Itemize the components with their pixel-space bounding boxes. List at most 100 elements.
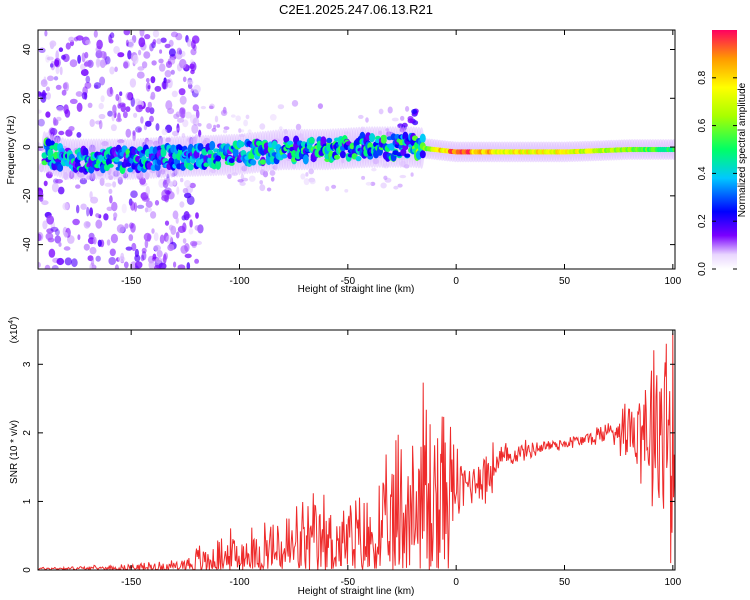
noise-blob <box>194 225 200 231</box>
noise-blob <box>110 233 118 244</box>
noise-blob <box>109 66 115 75</box>
noise-blob <box>38 91 42 97</box>
noise-blob <box>55 64 60 75</box>
colorbar-tick-label: 0.8 <box>697 70 708 84</box>
spectrogram-ytick-label: 0 <box>22 144 33 150</box>
noise-blob <box>180 50 186 57</box>
noise-blob <box>192 104 199 112</box>
noise-blob <box>48 248 56 258</box>
noise-blob <box>150 91 156 100</box>
noise-blob <box>259 180 264 185</box>
band-cell <box>419 133 426 143</box>
noise-blob <box>141 251 147 261</box>
noise-blob <box>303 178 310 186</box>
noise-blob <box>50 226 59 232</box>
noise-blob <box>200 105 206 110</box>
noise-blob <box>164 187 172 195</box>
spectrogram-panel: -150 -100 -50 0 50 100 40 20 0 -20 -40 Height of s… <box>6 29 682 295</box>
noise-blob <box>89 119 95 127</box>
noise-blob <box>138 104 143 110</box>
spectrogram-xtick-label: -50 <box>341 276 356 287</box>
band-cell <box>369 133 376 143</box>
band-cell <box>209 140 216 151</box>
noise-blob <box>106 206 113 211</box>
noise-blob <box>54 235 62 244</box>
snr-ytick-label: 3 <box>22 361 33 367</box>
noise-blob <box>270 176 275 182</box>
band-cell <box>419 150 426 159</box>
band-cell <box>402 144 409 151</box>
noise-blob <box>180 177 184 183</box>
noise-blob <box>300 173 306 180</box>
spectrogram-ytick-label: -20 <box>22 188 33 203</box>
noise-blob <box>83 221 91 229</box>
noise-blob <box>154 264 161 269</box>
noise-blob <box>378 108 384 115</box>
noise-blob <box>111 201 118 212</box>
noise-blob <box>85 39 91 45</box>
noise-blob <box>309 179 316 185</box>
noise-blob <box>75 91 83 97</box>
band-cell <box>88 165 95 174</box>
noise-blob <box>177 264 186 269</box>
band-cell <box>388 143 395 151</box>
noise-blob <box>98 113 106 120</box>
noise-blob <box>120 252 125 261</box>
noise-blob <box>44 264 51 269</box>
noise-blob <box>114 264 119 269</box>
noise-blob <box>72 218 80 226</box>
noise-blob <box>186 79 194 85</box>
noise-blob <box>145 78 150 83</box>
noise-blob <box>140 116 144 124</box>
noise-blob <box>222 106 227 114</box>
noise-blob <box>55 179 63 184</box>
snr-xtick-label: -100 <box>229 577 249 588</box>
noise-blob <box>81 92 88 100</box>
noise-blob <box>39 196 44 202</box>
spectrogram-marks <box>38 30 675 269</box>
noise-blob <box>130 201 136 211</box>
band-cell <box>320 136 327 146</box>
noise-blob <box>279 126 283 131</box>
noise-blob <box>138 37 146 48</box>
noise-blob <box>170 225 177 235</box>
noise-blob <box>95 255 101 262</box>
spectrogram-ylabel: Frequency (Hz) <box>6 116 17 185</box>
noise-blob <box>291 100 299 107</box>
noise-blob <box>125 128 132 138</box>
noise-blob <box>85 75 91 84</box>
noise-blob <box>115 117 122 123</box>
noise-blob <box>108 257 116 265</box>
band-cell <box>160 147 167 158</box>
noise-blob <box>331 184 337 189</box>
noise-blob <box>239 181 246 186</box>
noise-blob <box>38 47 46 53</box>
noise-blob <box>71 258 78 268</box>
noise-blob <box>133 112 138 118</box>
noise-blob <box>194 258 200 264</box>
band-cell <box>82 147 89 158</box>
noise-blob <box>170 69 175 75</box>
noise-blob <box>54 58 60 67</box>
noise-blob <box>64 232 68 238</box>
noise-blob <box>55 116 62 122</box>
noise-blob <box>175 231 180 239</box>
noise-blob <box>211 127 217 132</box>
noise-blob <box>191 39 196 50</box>
noise-blob <box>206 123 212 130</box>
band-cell <box>404 153 411 158</box>
noise-blob <box>56 257 65 266</box>
noise-blob <box>40 79 48 88</box>
noise-blob <box>87 102 93 109</box>
noise-blob <box>393 185 399 190</box>
noise-blob <box>132 54 139 65</box>
noise-blob <box>143 51 151 59</box>
noise-blob <box>134 254 141 262</box>
band-cell <box>107 163 114 168</box>
noise-blob <box>112 181 117 188</box>
noise-blob <box>153 244 161 252</box>
noise-blob <box>95 219 103 229</box>
noise-blob <box>158 58 164 64</box>
noise-blob <box>152 30 160 38</box>
band-cell <box>302 154 309 165</box>
